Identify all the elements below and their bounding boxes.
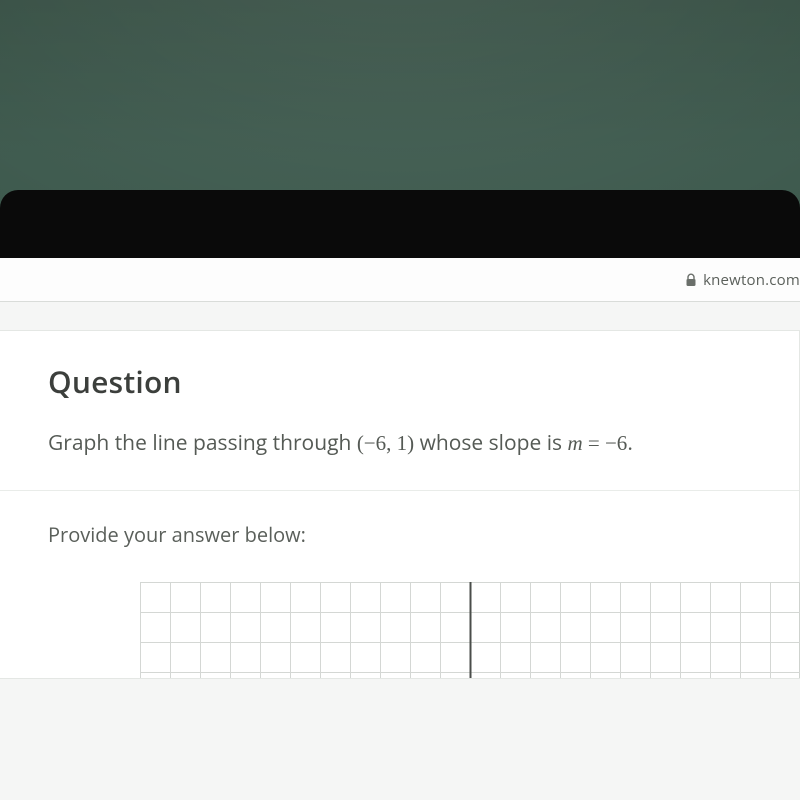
slope-equals: = — [583, 431, 605, 455]
prompt-point: (−6, 1) — [357, 431, 414, 455]
prompt-mid: whose slope is — [414, 429, 567, 457]
answer-label: Provide your answer below: — [0, 491, 799, 574]
prompt-suffix: . — [627, 429, 633, 457]
photo-background: knewton.com Question Graph the line pass… — [0, 0, 800, 800]
page-content: Question Graph the line passing through … — [0, 302, 800, 679]
question-card: Question Graph the line passing through … — [0, 330, 800, 679]
question-prompt: Graph the line passing through (−6, 1) w… — [0, 424, 799, 491]
question-heading: Question — [48, 361, 799, 402]
lock-icon — [685, 273, 697, 287]
coordinate-grid[interactable] — [140, 582, 800, 678]
slope-value: −6 — [605, 431, 627, 455]
slope-variable: m — [567, 431, 582, 455]
prompt-prefix: Graph the line passing through — [48, 429, 357, 457]
browser-address-bar: knewton.com — [0, 258, 800, 302]
laptop-bezel: knewton.com Question Graph the line pass… — [0, 190, 800, 800]
screen: knewton.com Question Graph the line pass… — [0, 258, 800, 800]
graph-area[interactable] — [0, 574, 799, 678]
address-host: knewton.com — [703, 270, 800, 290]
question-header: Question — [0, 331, 799, 424]
